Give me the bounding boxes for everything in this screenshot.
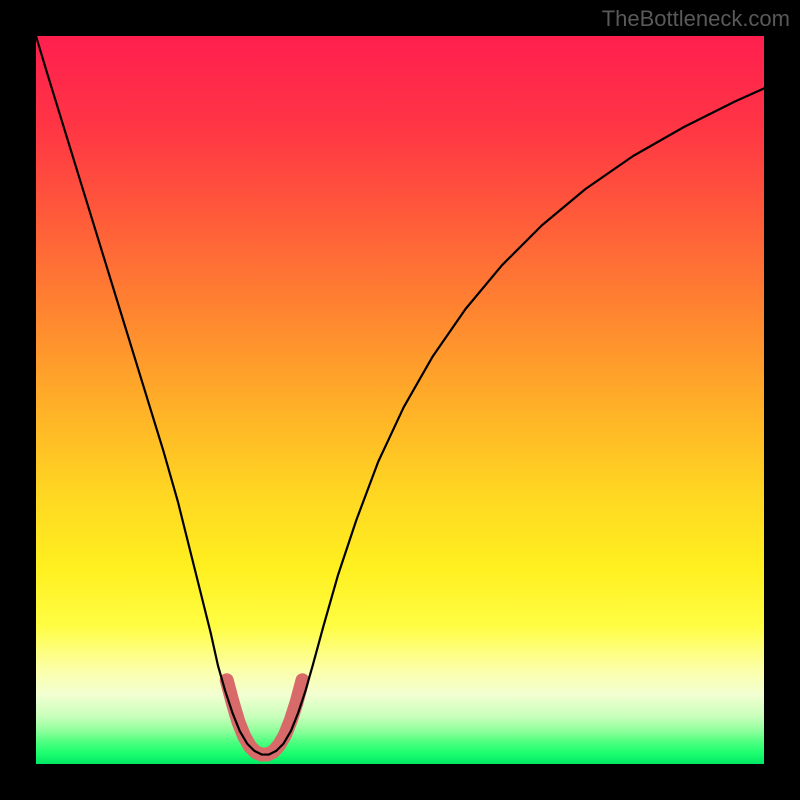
watermark-text: TheBottleneck.com xyxy=(602,6,790,32)
plot-area xyxy=(36,36,764,764)
optimal-zone-marker xyxy=(227,680,303,754)
v-curve-line xyxy=(36,36,764,755)
chart-frame: TheBottleneck.com xyxy=(0,0,800,800)
bottleneck-curve xyxy=(36,36,764,764)
